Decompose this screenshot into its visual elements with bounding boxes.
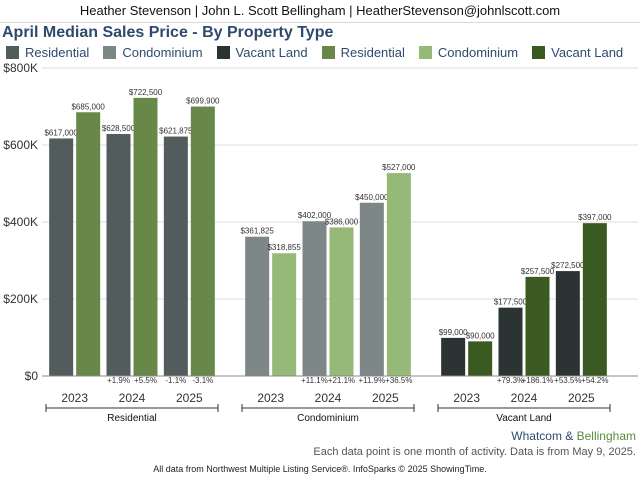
change-label: +186.1% bbox=[522, 376, 554, 385]
bar-value-label: $402,000 bbox=[298, 211, 332, 220]
bar-value-label: $722,500 bbox=[129, 88, 163, 97]
legend-label: Condominium bbox=[122, 44, 203, 60]
legend-label: Vacant Land bbox=[551, 44, 624, 60]
bar bbox=[386, 173, 411, 376]
bar bbox=[272, 253, 297, 376]
legend-swatch bbox=[418, 45, 432, 59]
y-tick-label: $0 bbox=[25, 369, 39, 383]
legend-swatch bbox=[532, 45, 546, 59]
bar bbox=[582, 223, 607, 376]
bar bbox=[555, 271, 580, 376]
bar bbox=[76, 112, 101, 377]
y-tick-label: $800K bbox=[3, 61, 38, 75]
bar-value-label: $621,875 bbox=[159, 127, 193, 136]
bar bbox=[441, 337, 466, 376]
group-label: Residential bbox=[107, 413, 156, 424]
legend-label: Residential bbox=[25, 44, 90, 60]
bar-value-label: $699,900 bbox=[186, 97, 220, 106]
legend-item[interactable]: Condominium bbox=[418, 44, 519, 60]
chart-title: April Median Sales Price - By Property T… bbox=[2, 24, 334, 41]
year-tick-label: 2025 bbox=[176, 391, 203, 405]
bar bbox=[133, 97, 158, 377]
bar bbox=[245, 236, 270, 376]
legend-swatch bbox=[6, 45, 19, 59]
legend-item[interactable]: Vacant Land bbox=[532, 45, 623, 60]
bar-value-label: $628,500 bbox=[102, 124, 136, 133]
legend-label: Residential bbox=[340, 44, 405, 60]
bar bbox=[106, 134, 131, 376]
bar-value-label: $397,000 bbox=[578, 213, 612, 222]
change-label: +1.9% bbox=[107, 376, 130, 385]
year-tick-label: 2023 bbox=[257, 391, 284, 405]
legend-label: Vacant Land bbox=[235, 44, 308, 60]
bar-chart: $0 $200K $400K $600K $800K $617,000 $685,000 20… bbox=[3, 61, 638, 424]
source-bellingham: Bellingham bbox=[576, 429, 636, 443]
legend-item[interactable]: Residential bbox=[6, 45, 89, 60]
y-tick-label: $200K bbox=[3, 292, 38, 306]
agent-contact-text: Heather Stevenson | John L. Scott Bellin… bbox=[79, 3, 561, 18]
legend-item[interactable]: Condominium bbox=[103, 44, 203, 60]
legend-item[interactable]: Residential bbox=[321, 44, 405, 60]
year-tick-label: 2024 bbox=[315, 391, 342, 405]
source-whatcom: Whatcom bbox=[511, 429, 562, 443]
bar bbox=[329, 227, 354, 376]
legend-label: Condominium bbox=[437, 44, 519, 60]
group-label: Condominium bbox=[297, 413, 359, 424]
bar bbox=[359, 202, 384, 376]
bar-value-label: $527,000 bbox=[382, 163, 416, 172]
source-amp: & bbox=[561, 429, 577, 443]
year-tick-label: 2023 bbox=[453, 391, 480, 405]
bar bbox=[498, 307, 523, 376]
year-tick-label: 2025 bbox=[568, 391, 595, 405]
bar-value-label: $450,000 bbox=[355, 193, 389, 202]
bar bbox=[163, 136, 188, 376]
bar-value-label: $386,000 bbox=[325, 217, 359, 226]
change-label: +5.5% bbox=[134, 376, 157, 385]
year-tick-label: 2024 bbox=[119, 391, 146, 405]
bar bbox=[49, 138, 74, 376]
change-label: +11.1% bbox=[301, 376, 328, 385]
activity-note: Each data point is one month of activity… bbox=[313, 446, 636, 458]
chart-legend: Residential Condominium Vacant Land Resi… bbox=[6, 44, 637, 60]
bar-value-label: $257,500 bbox=[521, 267, 555, 276]
y-tick-label: $400K bbox=[3, 215, 38, 229]
change-label: +53.5% bbox=[554, 376, 581, 385]
change-label: +11.9% bbox=[358, 376, 385, 385]
bar-value-label: $177,500 bbox=[494, 298, 528, 307]
change-label: +21.1% bbox=[328, 376, 355, 385]
change-label: +54.2% bbox=[581, 376, 608, 385]
legend-item[interactable]: Vacant Land bbox=[216, 44, 308, 60]
bar-value-label: $272,500 bbox=[551, 261, 585, 270]
change-label: +79.3% bbox=[497, 376, 524, 385]
change-label: -1.1% bbox=[165, 376, 186, 385]
bar-value-label: $685,000 bbox=[71, 102, 105, 111]
bar-value-label: $361,825 bbox=[240, 227, 274, 236]
year-tick-label: 2024 bbox=[511, 391, 538, 405]
group-label: Vacant Land bbox=[496, 413, 551, 424]
y-tick-label: $600K bbox=[3, 138, 38, 152]
change-label: +36.5% bbox=[385, 376, 412, 385]
bar bbox=[468, 341, 493, 376]
source-region: Whatcom & Bellingham bbox=[511, 429, 636, 443]
legend-swatch bbox=[321, 45, 335, 59]
bar-value-label: $318,855 bbox=[267, 243, 301, 252]
bar-value-label: $617,000 bbox=[44, 128, 78, 137]
bar-value-label: $99,000 bbox=[439, 328, 468, 337]
agent-contact-bar: Heather Stevenson | John L. Scott Bellin… bbox=[0, 0, 640, 23]
year-tick-label: 2023 bbox=[61, 391, 88, 405]
bar-value-label: $90,000 bbox=[466, 331, 495, 340]
bar bbox=[302, 221, 327, 376]
data-source-footer: All data from Northwest Multiple Listing… bbox=[153, 464, 487, 474]
bar bbox=[190, 106, 215, 376]
year-tick-label: 2025 bbox=[372, 391, 399, 405]
bar bbox=[525, 276, 550, 376]
legend-swatch bbox=[216, 45, 230, 59]
change-label: -3.1% bbox=[192, 376, 213, 385]
legend-swatch bbox=[103, 45, 117, 59]
